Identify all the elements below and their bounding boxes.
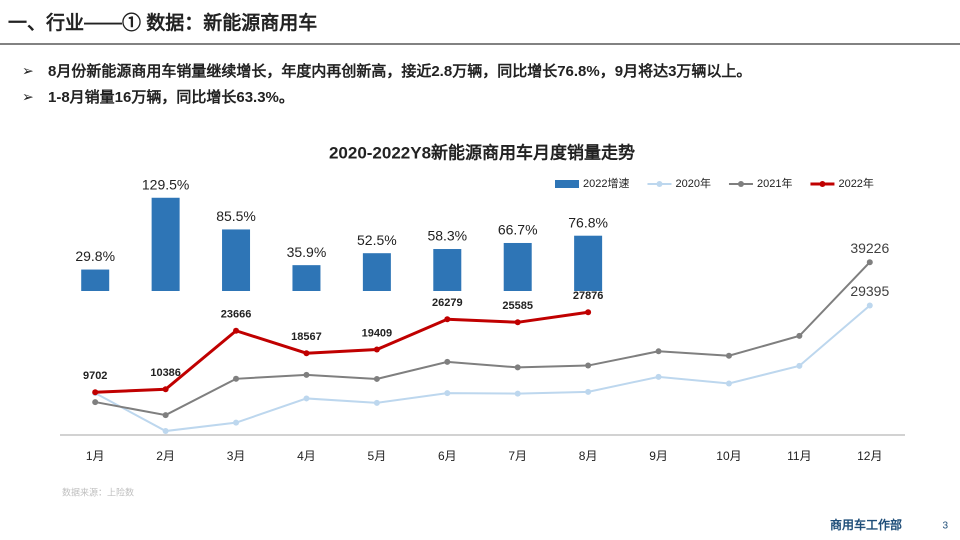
bullet: 1-8月销量16万辆，同比增长63.3%。	[48, 88, 294, 106]
bullet-icon: ➢	[22, 63, 34, 79]
point-label: 10386	[150, 367, 181, 379]
bar	[433, 249, 462, 291]
point-label: 39226	[850, 240, 889, 256]
line-point	[444, 316, 451, 323]
bar	[292, 265, 321, 291]
line-point	[373, 346, 380, 353]
chart-title: 2020-2022Y8新能源商用车月度销量走势	[329, 142, 635, 162]
line-point	[725, 352, 732, 359]
line-point	[373, 399, 380, 406]
x-tick-label: 4月	[297, 449, 316, 463]
legend-label: 2020年	[675, 176, 710, 190]
x-tick-label: 5月	[368, 449, 387, 463]
bar	[574, 235, 603, 291]
bar-value-label: 129.5%	[142, 176, 189, 192]
x-tick-label: 1月	[86, 449, 105, 463]
point-label: 23666	[221, 309, 252, 321]
line-point	[514, 319, 521, 326]
point-label: 29395	[850, 283, 889, 299]
bar-value-label: 85.5%	[216, 208, 256, 224]
legend-swatch	[656, 181, 663, 187]
line-point	[796, 362, 803, 369]
line-point	[303, 371, 310, 378]
line-point	[585, 388, 592, 395]
line-point	[233, 327, 240, 334]
x-tick-label: 9月	[649, 449, 668, 463]
point-label: 25585	[502, 300, 533, 312]
x-tick-label: 12月	[857, 449, 882, 463]
department: 商用车工作部	[830, 517, 902, 532]
bullet-icon: ➢	[22, 89, 34, 105]
line-point	[585, 309, 592, 316]
bar	[503, 242, 532, 291]
bar-value-label: 58.3%	[427, 228, 467, 244]
line-point	[92, 399, 99, 406]
point-label: 18567	[291, 331, 322, 343]
bar-value-label: 35.9%	[287, 244, 327, 260]
x-tick-label: 7月	[508, 449, 527, 463]
line-point	[444, 390, 451, 397]
point-label: 27876	[573, 290, 604, 302]
line-point	[444, 358, 451, 365]
line-point	[162, 412, 169, 419]
line-point	[514, 390, 521, 397]
line-point	[303, 395, 310, 402]
line	[95, 310, 589, 394]
point-label: 26279	[432, 297, 463, 309]
legend-label: 2022增速	[583, 176, 629, 190]
source-note: 数据来源：上险数	[62, 486, 134, 497]
line-point	[514, 364, 521, 371]
legend-swatch	[819, 181, 826, 187]
legend-swatch	[737, 181, 744, 187]
line-point	[796, 332, 803, 339]
line-point	[866, 302, 873, 309]
line-point	[233, 375, 240, 382]
line	[94, 304, 871, 433]
line-point	[303, 350, 310, 357]
bar-value-label: 76.8%	[568, 214, 608, 230]
legend-swatch	[555, 180, 579, 188]
bar-value-label: 52.5%	[357, 232, 397, 248]
bullet: 8月份新能源商用车销量继续增长，年度内再创新高，接近2.8万辆，同比增长76.8…	[48, 62, 751, 80]
point-label: 9702	[83, 370, 107, 382]
page-number: 3	[942, 521, 948, 532]
line-point	[725, 380, 732, 387]
line-point	[585, 362, 592, 369]
line-point	[866, 259, 873, 266]
bar	[222, 229, 251, 291]
line	[95, 261, 871, 417]
slide-title: 一、行业——① 数据：新能源商用车	[8, 11, 317, 34]
bar-value-label: 29.8%	[75, 248, 115, 264]
x-tick-label: 3月	[227, 449, 246, 463]
bar	[362, 253, 391, 291]
x-tick-label: 11月	[787, 449, 811, 463]
legend-label: 2021年	[757, 176, 792, 190]
line-point	[92, 389, 99, 396]
line-point	[655, 348, 662, 355]
line-point	[162, 386, 169, 393]
x-tick-label: 10月	[716, 449, 741, 463]
line-point	[373, 375, 380, 382]
point-label: 19409	[362, 327, 393, 339]
bar	[81, 269, 110, 291]
x-tick-label: 8月	[579, 449, 598, 463]
line-point	[655, 373, 662, 380]
bar	[151, 197, 180, 291]
line-point	[162, 428, 169, 435]
bar-value-label: 66.7%	[498, 222, 538, 238]
x-tick-label: 2月	[156, 449, 175, 463]
x-tick-label: 6月	[438, 449, 457, 463]
legend-label: 2022年	[838, 176, 873, 190]
line-point	[233, 419, 240, 426]
